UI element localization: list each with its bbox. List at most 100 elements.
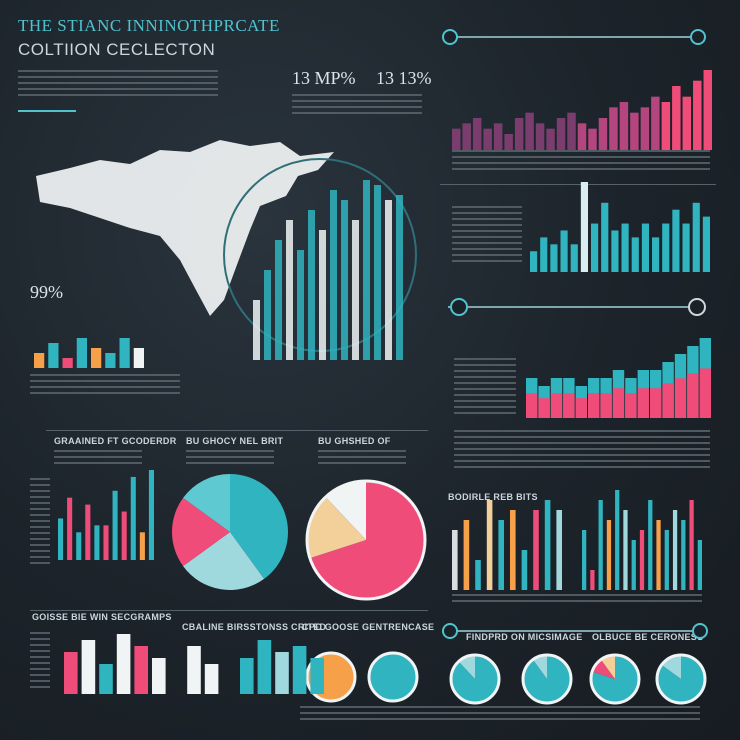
pie-ring	[655, 653, 707, 705]
bar	[94, 525, 100, 560]
label-mid-c: BU GHSHED OF	[318, 436, 391, 446]
bar	[577, 123, 587, 150]
bottom-captions	[300, 706, 700, 720]
slider-knob-bottom-left[interactable]	[442, 623, 458, 639]
bar	[76, 532, 82, 560]
bar	[611, 230, 619, 272]
area-band-pink	[674, 378, 687, 418]
bar	[81, 640, 96, 694]
area-band-pink	[650, 388, 662, 418]
bar	[533, 510, 539, 590]
slider-knob-bottom-right[interactable]	[692, 623, 708, 639]
label-bottom-d: FINDPRD ON MICSIMAGE	[466, 632, 583, 642]
pie-ring	[367, 651, 419, 703]
slider-track-bottom[interactable]	[448, 630, 698, 632]
bar	[483, 128, 492, 150]
bar	[493, 123, 503, 150]
chart-right-bars-a	[452, 500, 562, 590]
pie-slice	[459, 656, 475, 679]
overlay-bar	[253, 300, 260, 360]
pie-slice	[183, 532, 265, 590]
bar	[601, 202, 609, 272]
label-mid-a: GRAAINED FT GCODERDR	[54, 436, 177, 446]
bar	[652, 237, 660, 272]
bar	[570, 244, 578, 272]
area-band-pink	[699, 368, 711, 418]
bar	[510, 510, 516, 590]
bar	[664, 530, 669, 590]
overlay-bar	[330, 190, 337, 360]
bar	[134, 646, 148, 694]
bar	[133, 348, 144, 368]
slider-knob-mid-left[interactable]	[450, 298, 468, 316]
divider-top-right	[440, 184, 716, 185]
bar	[550, 244, 558, 272]
chart-gradient-bars	[452, 70, 712, 150]
overlay-bar	[308, 210, 315, 360]
area-band-pink	[526, 393, 538, 418]
bar	[64, 652, 78, 694]
text-mid-c	[318, 450, 406, 466]
slider-knob-left[interactable]	[442, 29, 458, 45]
area-band-pink	[575, 398, 587, 418]
bar	[672, 86, 681, 150]
bar	[257, 640, 272, 694]
bar	[116, 634, 131, 694]
bar	[682, 223, 690, 272]
overlay-bar	[363, 180, 370, 360]
bar	[99, 664, 113, 694]
bar	[475, 560, 481, 590]
slider-knob-mid-right[interactable]	[688, 298, 706, 316]
bar	[639, 530, 645, 590]
pie-ring	[305, 651, 357, 703]
pie-slice	[308, 497, 366, 558]
label-bottom-e: OLBUCE BE CERONESS	[592, 632, 704, 642]
slider-track-top[interactable]	[448, 36, 698, 38]
area-band-pink	[662, 383, 674, 418]
bar	[588, 128, 597, 150]
slider-knob-right[interactable]	[690, 29, 706, 45]
pie-slice	[533, 656, 547, 679]
label-bottom-c: CPC GOOSE GENTRENCASE	[302, 622, 435, 632]
overlay-bar	[264, 270, 271, 360]
pie-ring	[589, 653, 641, 705]
label-mid-b: BU GHOCY NEL BRIT	[186, 436, 284, 446]
bar	[525, 112, 534, 150]
bar	[121, 511, 127, 560]
bar	[556, 510, 562, 590]
chart-bottom-bars	[64, 634, 324, 694]
chart-mid-bars	[58, 470, 154, 560]
bar	[504, 134, 513, 150]
stat-map: 99%	[30, 282, 63, 302]
bar	[703, 70, 712, 150]
overlay-bar	[352, 220, 359, 360]
overlay-bar	[385, 200, 392, 360]
title-line-2: COLTIION CECLECTON	[18, 40, 216, 59]
overlay-bar	[275, 240, 282, 360]
overlay-bar	[286, 220, 293, 360]
divider-bottom	[30, 610, 428, 611]
bar	[48, 343, 59, 368]
map-bar-overlay	[253, 180, 403, 360]
bar	[702, 216, 710, 272]
bar	[662, 223, 670, 272]
bar	[630, 112, 639, 150]
bar	[76, 338, 87, 368]
area-band-pink	[588, 393, 600, 418]
bar	[148, 470, 154, 560]
pie-ring	[305, 479, 427, 601]
bar	[681, 520, 686, 590]
bar	[310, 658, 324, 694]
bar	[661, 102, 671, 150]
slider-track-mid[interactable]	[448, 306, 698, 308]
bar	[546, 128, 555, 150]
chart-small-bars	[34, 338, 144, 368]
overlay-bar	[396, 195, 403, 360]
bar	[609, 107, 618, 150]
text-mid-b	[186, 450, 274, 466]
bar	[452, 530, 458, 590]
title-line-1: THE STIANC INNINOTHPRCATE	[18, 16, 280, 35]
bar	[631, 540, 636, 590]
bar	[697, 540, 702, 590]
bar	[105, 353, 116, 368]
